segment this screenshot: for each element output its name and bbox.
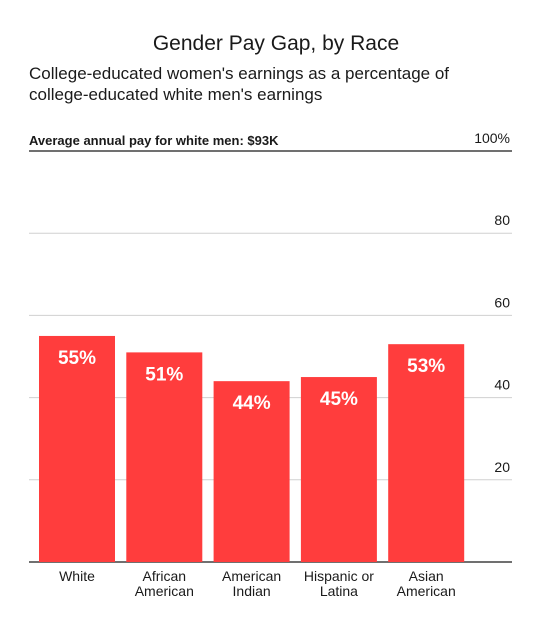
- bar: [388, 344, 465, 562]
- y-tick-label: 80: [494, 212, 510, 228]
- x-tick-label: Latina: [320, 583, 358, 599]
- x-tick-label: American: [222, 568, 281, 584]
- bar: [126, 352, 203, 562]
- x-tick-label: Indian: [233, 583, 271, 599]
- x-tick-label: American: [135, 583, 194, 599]
- y-tick-label: 100%: [474, 130, 510, 146]
- bar: [300, 377, 377, 562]
- chart-note: Average annual pay for white men: $93K: [29, 133, 279, 148]
- bar-value-label: 44%: [233, 393, 271, 414]
- bar: [39, 335, 115, 562]
- x-tick-label: Asian: [409, 568, 444, 584]
- bar-value-label: 55%: [58, 348, 96, 369]
- chart-subtitle-line-1: College-educated women's earnings as a p…: [29, 64, 449, 83]
- bar-value-label: 53%: [407, 356, 445, 377]
- x-tick-label: African: [143, 568, 187, 584]
- x-tick-label: Hispanic or: [304, 568, 374, 584]
- x-tick-label: White: [59, 568, 95, 584]
- bar-value-label: 51%: [145, 364, 183, 385]
- y-tick-label: 60: [494, 294, 510, 310]
- chart-title: Gender Pay Gap, by Race: [153, 32, 399, 55]
- x-tick-label: American: [397, 583, 456, 599]
- y-tick-label: 40: [494, 377, 510, 393]
- chart-subtitle-line-2: college-educated white men's earnings: [29, 85, 322, 104]
- bar: [213, 381, 290, 562]
- bar-value-label: 45%: [320, 389, 358, 410]
- y-tick-label: 20: [494, 459, 510, 475]
